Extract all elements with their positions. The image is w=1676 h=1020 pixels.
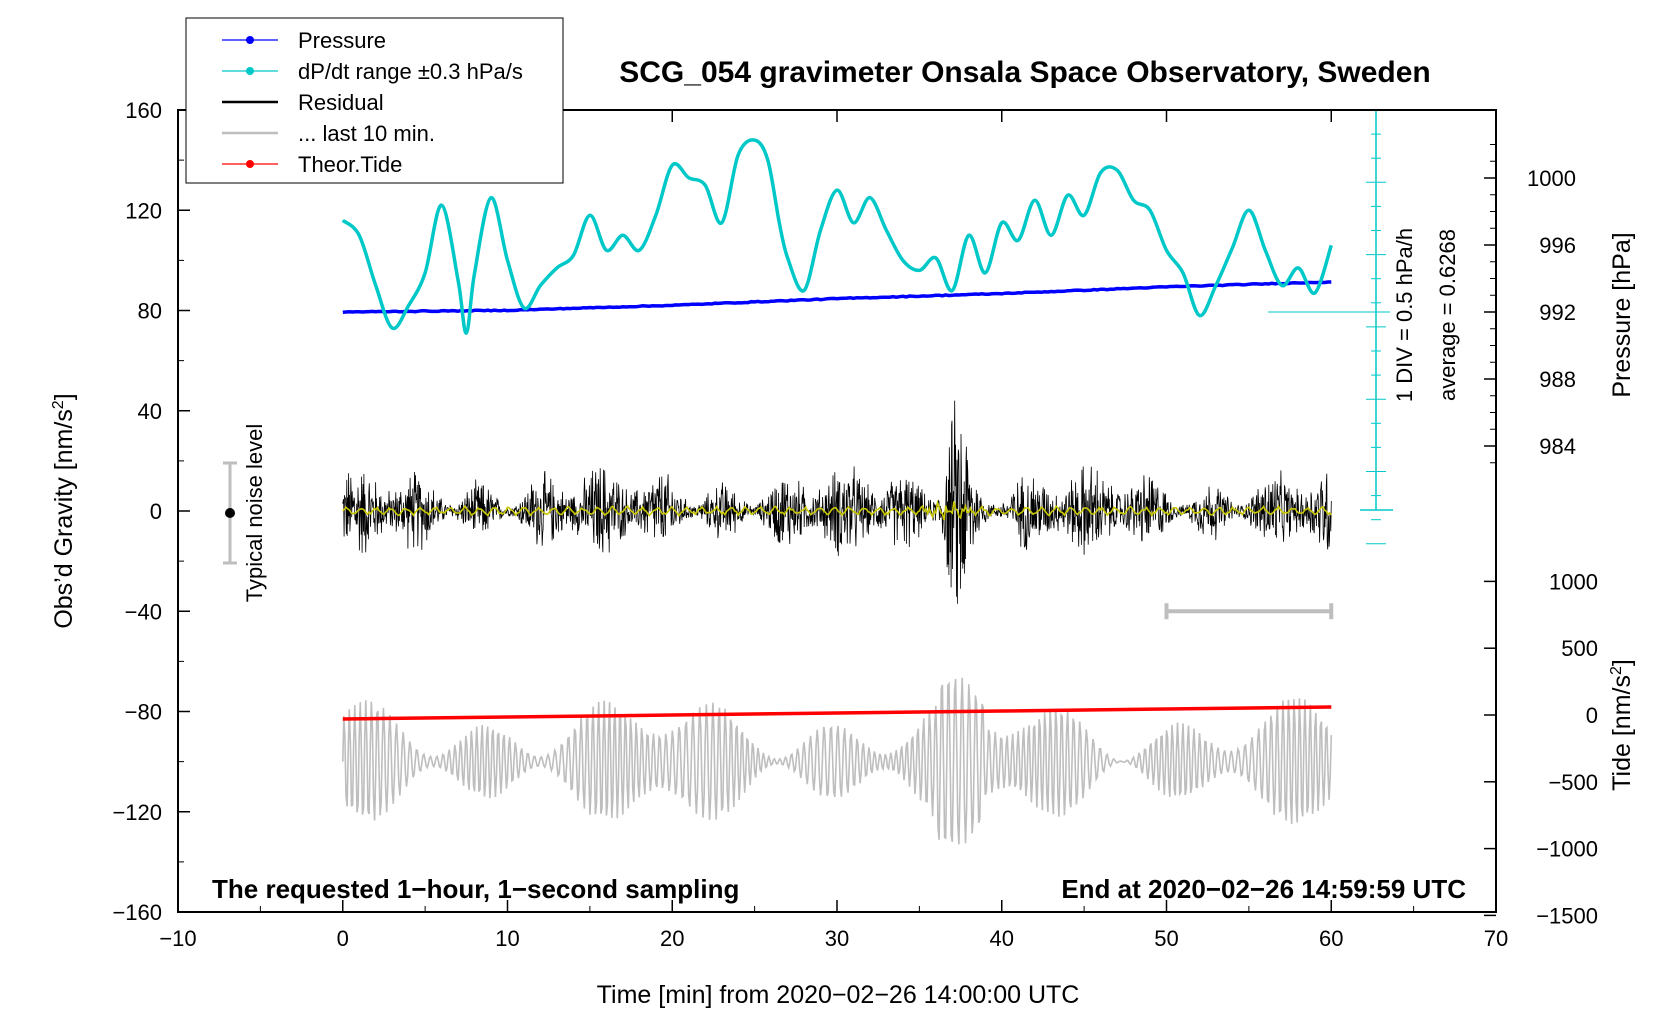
noise-level-indicator [223, 461, 237, 565]
dpdt-line [341, 138, 1333, 335]
x-tick-label: 20 [660, 926, 684, 951]
y-axis-label-left-sup: 2 [50, 400, 67, 409]
x-tick-label: 30 [825, 926, 849, 951]
y-tick-label: 120 [125, 198, 162, 223]
pressure-tick-label: 984 [1539, 434, 1576, 459]
tide-tick-label: 0 [1586, 703, 1598, 728]
pressure-tick-label: 1000 [1527, 166, 1576, 191]
tide-tick-label: 500 [1561, 636, 1598, 661]
dpdt-average-label: average = 0.6268 [1435, 229, 1460, 401]
dpdt-scale-label: 1 DIV = 0.5 hPa/h [1392, 228, 1417, 402]
y-axis-label-left-main: Obs’d Gravity [nm/s [50, 409, 78, 629]
tide-tick-label: 1000 [1549, 569, 1598, 594]
pressure-tick-label: 988 [1539, 367, 1576, 392]
pressure-tick-label: 992 [1539, 300, 1576, 325]
theor-tide-line [342, 705, 1332, 721]
y-tick-label: −80 [125, 700, 162, 725]
legend-marker [246, 36, 254, 44]
x-tick-label: 70 [1484, 926, 1508, 951]
noise-level-label: Typical noise level [242, 424, 267, 603]
y-tick-label: 40 [138, 399, 162, 424]
tide-axis-label-end: ] [1608, 659, 1636, 666]
tide-axis-label: Tide [nm/s2] [1608, 659, 1636, 791]
y-tick-label: −40 [125, 599, 162, 624]
y-axis-label-left-end: ] [50, 393, 78, 400]
pressure-line [342, 280, 1332, 315]
x-axis-label: Time [min] from 2020−02−26 14:00:00 UTC [597, 981, 1080, 1009]
x-tick-label: 10 [495, 926, 519, 951]
tide-tick-label: −1500 [1536, 903, 1598, 928]
y-tick-label: −160 [112, 900, 162, 925]
y-axis-label-left: Obs’d Gravity [nm/s2] [50, 393, 78, 628]
sampling-note: The requested 1−hour, 1−second sampling [212, 874, 739, 904]
x-tick-label: 40 [990, 926, 1014, 951]
residual-smoothed-series [342, 499, 1332, 521]
chart-title: SCG_054 gravimeter Onsala Space Observat… [619, 56, 1431, 89]
legend-marker [246, 67, 254, 75]
theor-tide-series [342, 705, 1332, 721]
y-tick-label: 80 [138, 299, 162, 324]
axes-ticks: −10 0 10 20 30 40 50 60 70 160 120 80 40 0 −40 −80 −120 −… [112, 98, 1598, 951]
legend-entry: Residual [222, 90, 384, 115]
residual-smoothed-line [342, 499, 1332, 521]
tide-axis-label-sup: 2 [1608, 666, 1625, 675]
pressure-series [342, 280, 1332, 315]
legend-label: ... last 10 min. [298, 121, 435, 146]
x-tick-label: 50 [1154, 926, 1178, 951]
pressure-axis-label: Pressure [hPa] [1608, 232, 1636, 397]
x-tick-label: −10 [159, 926, 196, 951]
legend-entry: dP/dt range ±0.3 hPa/s [222, 59, 523, 84]
x-tick-label: 60 [1319, 926, 1343, 951]
last10-series [342, 677, 1333, 845]
legend-label: Pressure [298, 28, 386, 53]
legend-marker [246, 160, 254, 168]
end-time-note: End at 2020−02−26 14:59:59 UTC [1061, 874, 1466, 904]
last10-range-bar [1164, 603, 1334, 620]
x-tick-label: 0 [337, 926, 349, 951]
legend-label: dP/dt range ±0.3 hPa/s [298, 59, 523, 84]
legend-entry: ... last 10 min. [222, 121, 435, 146]
tide-tick-label: −500 [1548, 770, 1598, 795]
legend-box [185, 17, 564, 184]
tide-axis-label-main: Tide [nm/s [1608, 675, 1636, 791]
legend-label: Theor.Tide [298, 152, 402, 177]
residual-series [342, 400, 1332, 604]
dpdt-series [341, 138, 1333, 335]
y-tick-label: 0 [150, 499, 162, 524]
y-tick-label: −120 [112, 800, 162, 825]
legend-entry: Pressure [222, 28, 386, 53]
legend-label: Residual [298, 90, 384, 115]
y-tick-label: 160 [125, 98, 162, 123]
residual-line [342, 400, 1332, 604]
legend: Pressure dP/dt range ±0.3 hPa/s Residual..… [185, 17, 564, 184]
tide-tick-label: −1000 [1536, 837, 1598, 862]
dpdt-scale-axis [1268, 109, 1393, 545]
pressure-tick-label: 996 [1539, 233, 1576, 258]
last10-line [342, 677, 1333, 845]
legend-entry: Theor.Tide [222, 152, 402, 177]
